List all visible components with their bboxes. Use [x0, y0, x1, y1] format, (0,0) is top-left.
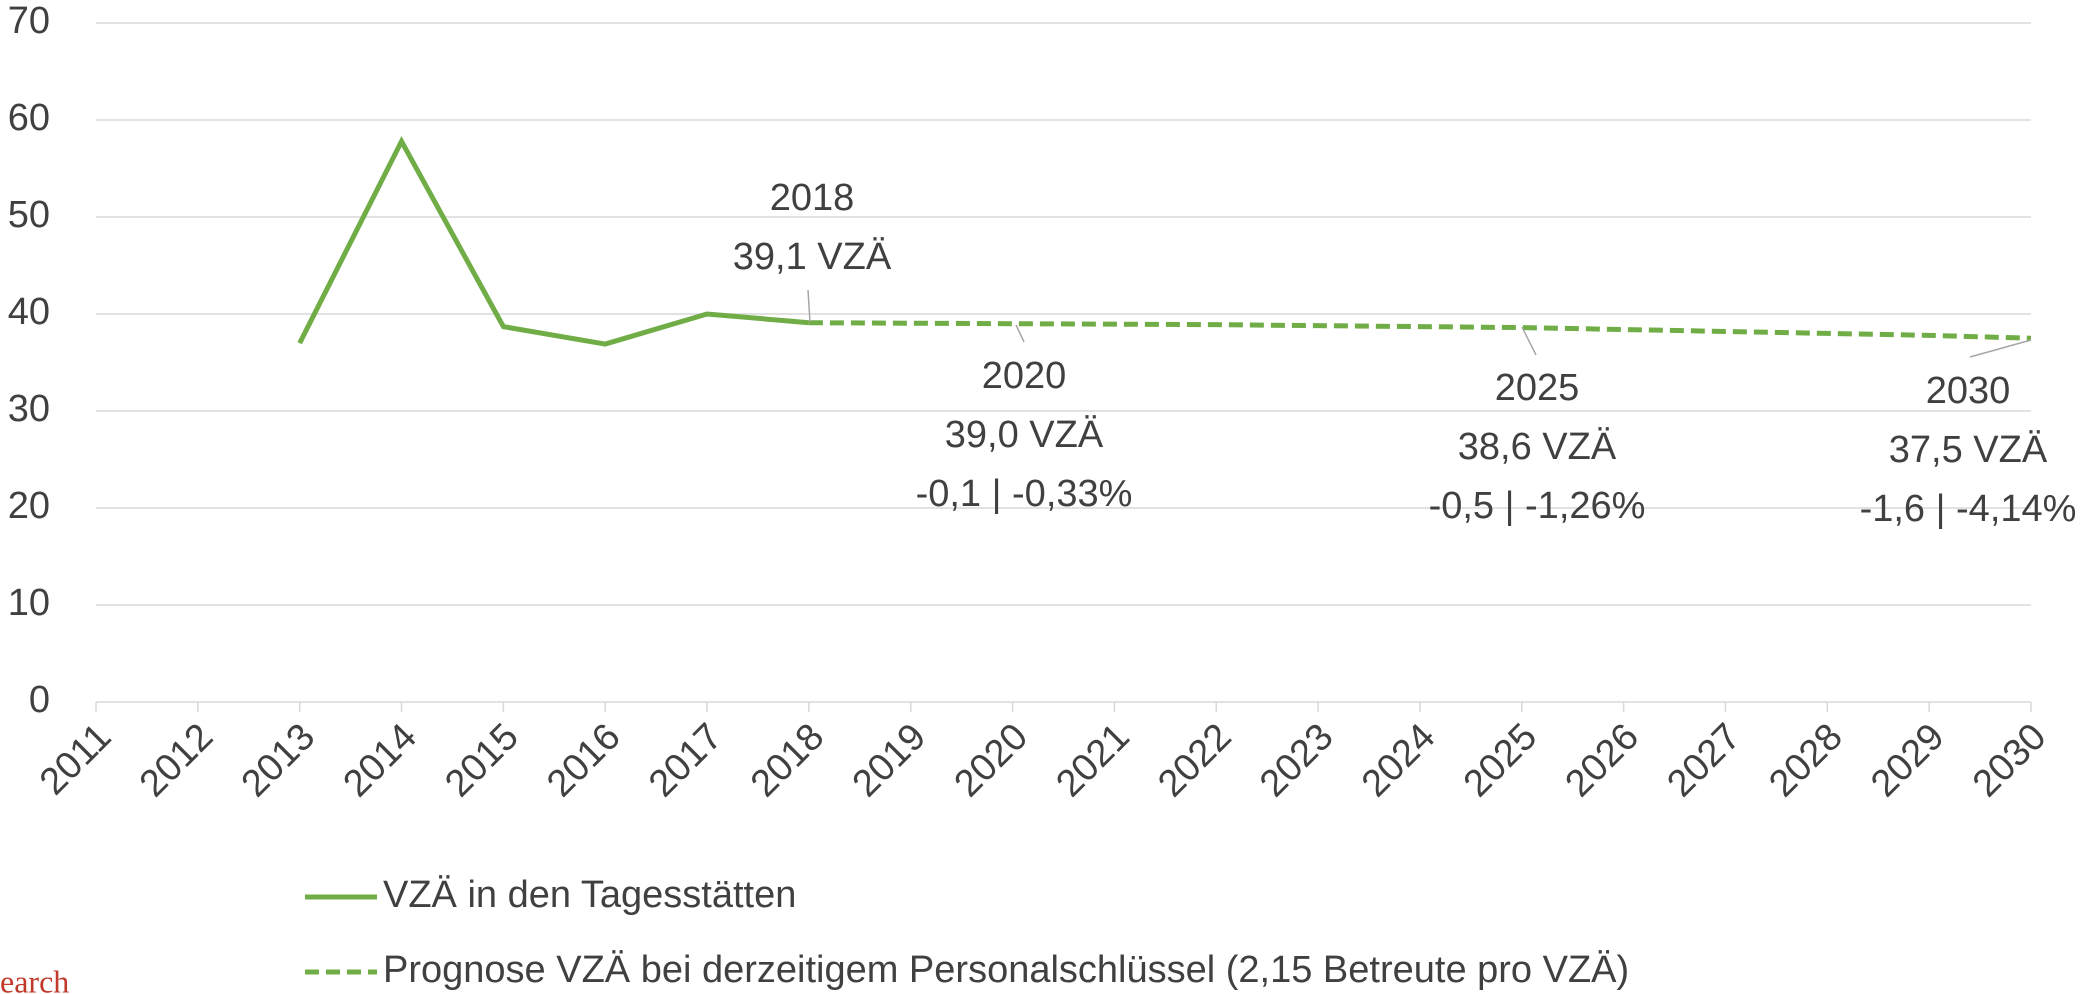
leader-line — [1521, 326, 1537, 356]
legend-label: Prognose VZÄ bei derzeitigem Personalsch… — [383, 949, 1629, 991]
x-tick-label: 2023 — [1252, 716, 1341, 805]
x-tick-label: 2022 — [1150, 716, 1239, 805]
x-tick-label: 2029 — [1863, 716, 1952, 805]
x-tick-label: 2012 — [132, 716, 221, 805]
y-tick-label: 0 — [29, 679, 50, 721]
annotation: 2025 — [1495, 367, 1580, 409]
annotation: -0,5 | -1,26% — [1429, 485, 1646, 527]
x-tick-label: 2025 — [1456, 716, 1545, 805]
annotation: 2018 — [770, 177, 855, 219]
x-tick-label: 2024 — [1354, 716, 1443, 805]
x-tick-label: 2028 — [1761, 716, 1850, 805]
series-line — [297, 135, 810, 347]
series-line — [808, 320, 2032, 341]
y-tick-label: 50 — [8, 194, 50, 236]
annotation: 39,0 VZÄ — [945, 414, 1104, 456]
y-tick-label: 60 — [8, 97, 50, 139]
leader-line — [807, 289, 811, 323]
x-tick-label: 2030 — [1965, 716, 2054, 805]
annotation: 39,1 VZÄ — [733, 236, 892, 278]
legend-label: VZÄ in den Tagesstätten — [383, 874, 796, 916]
x-tick-label: 2016 — [539, 716, 628, 805]
source-fragment: earch — [0, 963, 69, 994]
annotation: 38,6 VZÄ — [1458, 426, 1617, 468]
annotation: -0,1 | -0,33% — [916, 473, 1133, 515]
y-tick-label: 20 — [8, 485, 50, 527]
y-tick-label: 70 — [8, 0, 50, 42]
leader-line — [1969, 339, 2032, 358]
y-tick-label: 10 — [8, 582, 50, 624]
x-tick-label: 2015 — [437, 716, 526, 805]
x-tick-label: 2018 — [743, 716, 832, 805]
x-tick-label: 2027 — [1659, 716, 1748, 805]
x-tick-label: 2011 — [32, 716, 119, 803]
annotation: 2030 — [1926, 370, 2011, 412]
x-tick-label: 2017 — [641, 716, 730, 805]
x-tick-label: 2026 — [1558, 716, 1647, 805]
x-tick-label: 2014 — [336, 716, 425, 805]
x-tick-label: 2021 — [1048, 716, 1137, 805]
x-tick-label: 2019 — [845, 716, 934, 805]
annotation: 2020 — [982, 355, 1067, 397]
y-tick-label: 30 — [8, 388, 50, 430]
x-tick-label: 2020 — [947, 716, 1036, 805]
annotation: 37,5 VZÄ — [1889, 429, 2048, 471]
leader-line — [1015, 324, 1025, 343]
x-tick-label: 2013 — [234, 716, 323, 805]
annotation: -1,6 | -4,14% — [1860, 488, 2077, 530]
y-tick-label: 40 — [8, 291, 50, 333]
